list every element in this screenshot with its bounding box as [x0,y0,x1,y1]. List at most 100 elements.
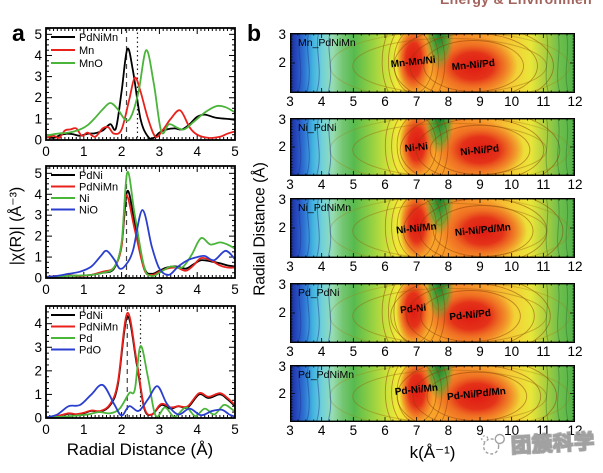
contour-xtick: 6 [381,423,389,438]
legend-entry-Pd: Pd [79,333,92,345]
svg-text:0: 0 [34,133,42,148]
legend-entry-PdNiMn: PdNiMn [79,32,118,44]
contour-xtick: 7 [412,177,421,192]
contour-ytick: 2 [278,220,286,235]
contour-xtick: 9 [476,177,484,192]
contour-xtick: 8 [444,344,453,359]
contour-xtick: 10 [504,177,520,192]
tick-labels: 0 1 2 3 4 5 0 1 2 3 4 5 [34,166,238,297]
contour-xtick: 12 [567,344,583,359]
svg-text:3: 3 [156,422,164,437]
contour-xtick: 12 [567,177,583,192]
hotspot-label: Pd-Ni/Pd [449,308,492,323]
legend-entry-PdO: PdO [79,344,101,356]
svg-text:5: 5 [34,27,42,42]
reference-lines [126,306,142,418]
legend-entry-PdNi: PdNi [79,170,103,182]
contour-xtick: 9 [476,344,484,359]
svg-text:4: 4 [34,187,42,202]
contour-xtick: 11 [536,423,551,438]
contour-xtick: 8 [444,177,453,192]
svg-text:3: 3 [34,340,42,355]
contour-xtick: 11 [536,94,551,109]
contour-xtick: 3 [286,423,294,438]
svg-text:0: 0 [42,282,50,297]
svg-text:0: 0 [34,411,42,426]
svg-text:2: 2 [34,90,42,105]
contour-xtick: 6 [381,94,389,109]
contour-xtick: 8 [444,259,453,274]
hotspot-label: Pd-Ni [400,303,427,317]
hotspot-label: Ni-Ni/Pd [460,143,500,158]
contour-Mn_PdNiMn: Mn_PdNiMn Mn-Mn/Ni Mn-Ni/Pd [290,33,575,93]
contour-xtick: 5 [349,344,358,359]
svg-text:5: 5 [231,144,239,159]
watermark: 团簇科学 [480,425,596,460]
legend-entry-Ni: Ni [79,193,89,205]
svg-text:2: 2 [118,422,126,437]
series-MnO [46,49,235,137]
tick-labels: 0 1 2 3 4 5 0 1 2 3 4 [34,316,238,437]
series-PdNiMn [46,312,235,418]
panel-b-x-axis-label: k(Å⁻¹) [409,443,456,462]
journal-header-text: Energy & Environmen [440,0,603,8]
hotspot-label: Mn-Ni/Pd [451,58,495,73]
contour-xtick: 5 [349,423,358,438]
contour-xtick: 9 [476,423,484,438]
hotspot-label: Ni-Ni/Mn [396,221,437,236]
contour-xtick: 11 [536,259,551,274]
svg-text:4: 4 [193,282,201,297]
contour-xtick: 3 [286,344,294,359]
contour-ytick: 3 [278,112,286,127]
journal-name: Energy & Environmen [440,0,603,7]
contour-xtick: 6 [381,344,389,359]
contour-xtick: 7 [412,94,421,109]
contour-ytick: 2 [278,139,286,154]
contour-xtick: 4 [317,259,326,274]
contour-xtick: 10 [504,94,520,109]
contour-title-Pd_PdNiMn: Pd_PdNiMn [298,369,354,381]
svg-text:1: 1 [80,144,88,159]
contour-title-Pd_PdNi: Pd_PdNi [298,287,339,299]
contour-xtick: 3 [286,259,294,274]
contour-xtick: 11 [536,344,551,359]
contour-xtick: 12 [567,94,583,109]
contour-title-Mn_PdNiMn: Mn_PdNiMn [298,37,356,49]
contour-Ni_PdNi: Ni_PdNi Ni-Ni Ni-Ni/Pd [290,118,575,176]
svg-text:4: 4 [193,144,201,159]
legend-entry-Mn: Mn [79,45,94,57]
series-Pd [46,345,235,418]
cluster-logo-icon [481,433,505,455]
contour-xtick: 9 [476,94,484,109]
svg-text:4: 4 [34,316,42,331]
panel-a-label: a [12,20,25,46]
svg-text:2: 2 [34,363,42,378]
contour-ytick: 2 [278,55,286,70]
contour-xtick: 11 [536,177,551,192]
contour-xtick: 3 [286,177,294,192]
svg-text:2: 2 [118,144,126,159]
contour-xtick: 5 [349,177,358,192]
contour-ytick: 3 [278,359,286,374]
contour-ytick: 3 [278,192,286,207]
watermark-text: 团簇科学 [510,431,596,458]
hotspot-label: Mn-Mn/Ni [390,55,436,71]
legend-entry-NiO: NiO [79,204,98,216]
series-Mn [46,76,235,139]
legend-entry-MnO: MnO [79,58,103,70]
contour-xtick: 10 [504,423,520,438]
data-series [46,171,235,278]
contour-xtick: 7 [412,259,421,274]
contour-ytick: 2 [278,385,286,401]
series-PdO [46,383,235,418]
contour-xtick: 4 [317,344,326,359]
data-series [46,312,235,418]
legend-entry-PdNiMn: PdNiMn [79,321,118,333]
